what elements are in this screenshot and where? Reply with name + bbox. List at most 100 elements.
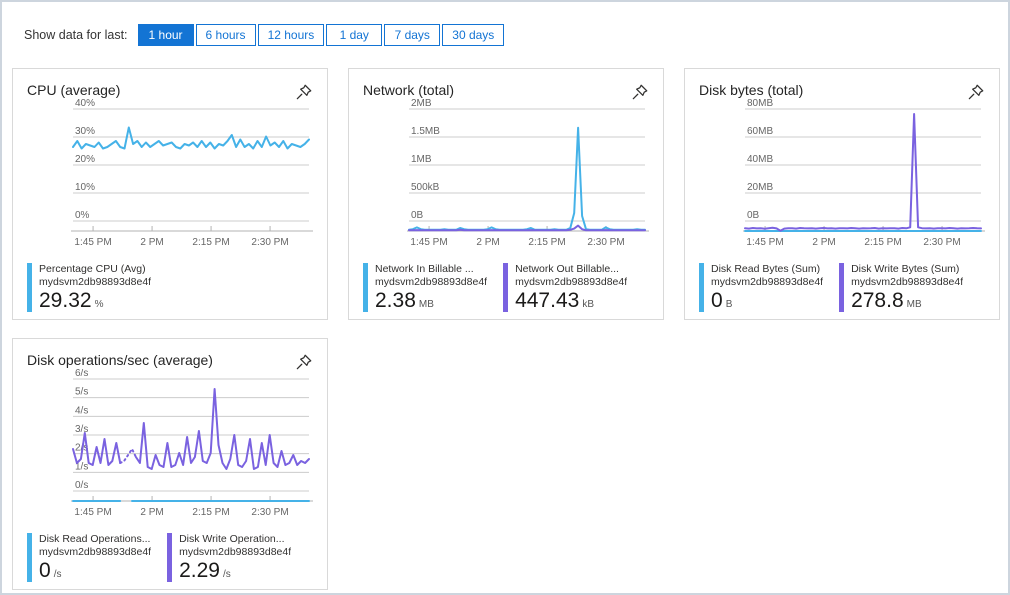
svg-text:2:15 PM: 2:15 PM: [192, 507, 229, 518]
legend-color-bar: [839, 263, 845, 313]
legend-resource-name: mydsvm2db98893d8e4f: [515, 276, 628, 289]
svg-text:2:15 PM: 2:15 PM: [864, 237, 901, 248]
legend-resource-name: mydsvm2db98893d8e4f: [39, 546, 152, 559]
svg-text:2:30 PM: 2:30 PM: [251, 507, 288, 518]
svg-text:0B: 0B: [747, 210, 760, 221]
cpu-chart-plot: 40% 30% 20% 10% 0% 1:45 PM 2 PM 2:15 PM 2:30 PM: [71, 99, 313, 248]
time-range-button-7-days[interactable]: 7 days: [384, 24, 441, 46]
svg-text:2:30 PM: 2:30 PM: [923, 237, 960, 248]
time-range-button-30-days[interactable]: 30 days: [442, 24, 505, 46]
chart-title: Disk bytes (total): [699, 82, 804, 98]
disk-operations-chart-plot: 6/s5/s4/s3/s2/s1/s0/s1:45 PM 2 PM 2:15 PM 2…: [71, 369, 313, 518]
legend-unit: MB: [906, 299, 922, 311]
time-range-button-1-day[interactable]: 1 day: [326, 24, 383, 46]
legend-unit: kB: [582, 299, 594, 311]
pin-icon: [296, 84, 312, 100]
legend-resource-name: mydsvm2db98893d8e4f: [375, 276, 488, 289]
legend-value: 29.32%: [39, 289, 104, 313]
disk-bytes-chart-plot: 80MB 60MB 40MB 20MB 0B 1:45 PM 2 PM 2:15 PM 2:30…: [743, 99, 985, 248]
legend-metric-name: Network In Billable ...: [375, 263, 474, 275]
svg-text:0%: 0%: [75, 210, 90, 221]
svg-text:10%: 10%: [75, 182, 95, 193]
svg-text:1.5MB: 1.5MB: [411, 126, 440, 137]
legend-item: Disk Write Bytes (Sum) mydsvm2db98893d8e4…: [839, 263, 964, 313]
legend-resource-name: mydsvm2db98893d8e4f: [851, 276, 964, 289]
svg-text:3/s: 3/s: [75, 424, 88, 435]
chart-legend: Network In Billable ... mydsvm2db98893d8e…: [363, 263, 649, 313]
svg-text:1:45 PM: 1:45 PM: [746, 237, 783, 248]
time-range-buttons: 1 hour 6 hours 12 hours 1 day 7 days 30 …: [137, 24, 505, 46]
time-range-button-12-hours[interactable]: 12 hours: [257, 24, 325, 46]
svg-text:80MB: 80MB: [747, 99, 773, 109]
legend-unit: /s: [222, 569, 231, 581]
network-chart-plot: 2MB 1.5MB 1MB 500kB 0B 1:45 PM 2 PM 2:15 PM 2:30…: [407, 99, 649, 248]
chart-card-disk-operations[interactable]: Disk operations/sec (average) 6/s 5/s 4/s 3…: [12, 338, 328, 590]
time-range-button-1-hour[interactable]: 1 hour: [137, 24, 194, 46]
legend-color-bar: [167, 533, 173, 583]
chart-title: CPU (average): [27, 82, 121, 98]
time-range-label: Show data for last:: [24, 28, 128, 42]
time-range-button-6-hours[interactable]: 6 hours: [195, 24, 256, 46]
legend-color-bar: [503, 263, 509, 313]
svg-text:20%: 20%: [75, 154, 95, 165]
svg-text:40MB: 40MB: [747, 154, 773, 165]
svg-text:6/s: 6/s: [75, 369, 88, 379]
pin-icon: [296, 354, 312, 370]
svg-text:2 PM: 2 PM: [476, 237, 499, 248]
legend-metric-name: Disk Write Bytes (Sum): [851, 263, 960, 275]
chart-title: Disk operations/sec (average): [27, 352, 213, 368]
chart-card-network[interactable]: Network (total) 2MB 1.5MB 1MB 500kB 0B 1:45 P…: [348, 68, 664, 320]
svg-text:0/s: 0/s: [75, 480, 88, 491]
chart-legend: Disk Read Bytes (Sum) mydsvm2db98893d8e4f…: [699, 263, 985, 313]
legend-resource-name: mydsvm2db98893d8e4f: [39, 276, 152, 289]
svg-text:2 PM: 2 PM: [140, 507, 163, 518]
svg-text:30%: 30%: [75, 126, 95, 137]
legend-value: 2.38 MB: [375, 289, 434, 313]
chart-card-cpu[interactable]: CPU (average) 40% 30% 20% 10% 0% 1:45 PM 2 PM 2…: [12, 68, 328, 320]
svg-text:2:30 PM: 2:30 PM: [587, 237, 624, 248]
legend-resource-name: mydsvm2db98893d8e4f: [711, 276, 824, 289]
chart-title: Network (total): [363, 82, 455, 98]
legend-value: 2.29/s: [179, 559, 231, 583]
legend-item: Percentage CPU (Avg) mydsvm2db98893d8e4f 2…: [27, 263, 152, 313]
pin-icon: [632, 84, 648, 100]
svg-text:5/s: 5/s: [75, 387, 88, 398]
svg-text:2 PM: 2 PM: [140, 237, 163, 248]
chart-legend: Percentage CPU (Avg) mydsvm2db98893d8e4f 2…: [27, 263, 313, 313]
svg-text:60MB: 60MB: [747, 126, 773, 137]
svg-text:40%: 40%: [75, 99, 95, 109]
svg-text:1:45 PM: 1:45 PM: [410, 237, 447, 248]
pin-button[interactable]: [293, 352, 315, 374]
legend-item: Network In Billable ... mydsvm2db98893d8e…: [363, 263, 488, 313]
svg-text:1MB: 1MB: [411, 154, 432, 165]
svg-text:1:45 PM: 1:45 PM: [74, 237, 111, 248]
pin-button[interactable]: [629, 82, 651, 104]
legend-metric-name: Percentage CPU (Avg): [39, 263, 146, 275]
svg-text:2:30 PM: 2:30 PM: [251, 237, 288, 248]
svg-text:500kB: 500kB: [411, 182, 440, 193]
legend-metric-name: Network Out Billable...: [515, 263, 619, 275]
svg-text:4/s: 4/s: [75, 405, 88, 416]
legend-resource-name: mydsvm2db98893d8e4f: [179, 546, 292, 559]
legend-metric-name: Disk Read Operations...: [39, 533, 151, 545]
legend-item: Disk Write Operation... mydsvm2db98893d8e…: [167, 533, 292, 583]
legend-value: 278.8 MB: [851, 289, 922, 313]
pin-button[interactable]: [965, 82, 987, 104]
legend-color-bar: [699, 263, 704, 313]
chart-legend: Disk Read Operations... mydsvm2db98893d8e…: [27, 533, 313, 583]
legend-item: Disk Read Bytes (Sum) mydsvm2db98893d8e4f…: [699, 263, 824, 313]
svg-text:2 PM: 2 PM: [812, 237, 835, 248]
legend-metric-name: Disk Write Operation...: [179, 533, 285, 545]
legend-item: Network Out Billable... mydsvm2db98893d8e…: [503, 263, 628, 313]
legend-color-bar: [27, 263, 32, 313]
chart-card-disk-bytes[interactable]: Disk bytes (total) 80MB 60MB 40MB 20MB 0B 1:4…: [684, 68, 1000, 320]
svg-text:1/s: 1/s: [75, 461, 88, 472]
svg-text:2:15 PM: 2:15 PM: [192, 237, 229, 248]
legend-value: 0/s: [39, 559, 62, 583]
legend-color-bar: [27, 533, 32, 583]
svg-text:20MB: 20MB: [747, 182, 773, 193]
legend-unit: /s: [53, 569, 62, 581]
pin-button[interactable]: [293, 82, 315, 104]
